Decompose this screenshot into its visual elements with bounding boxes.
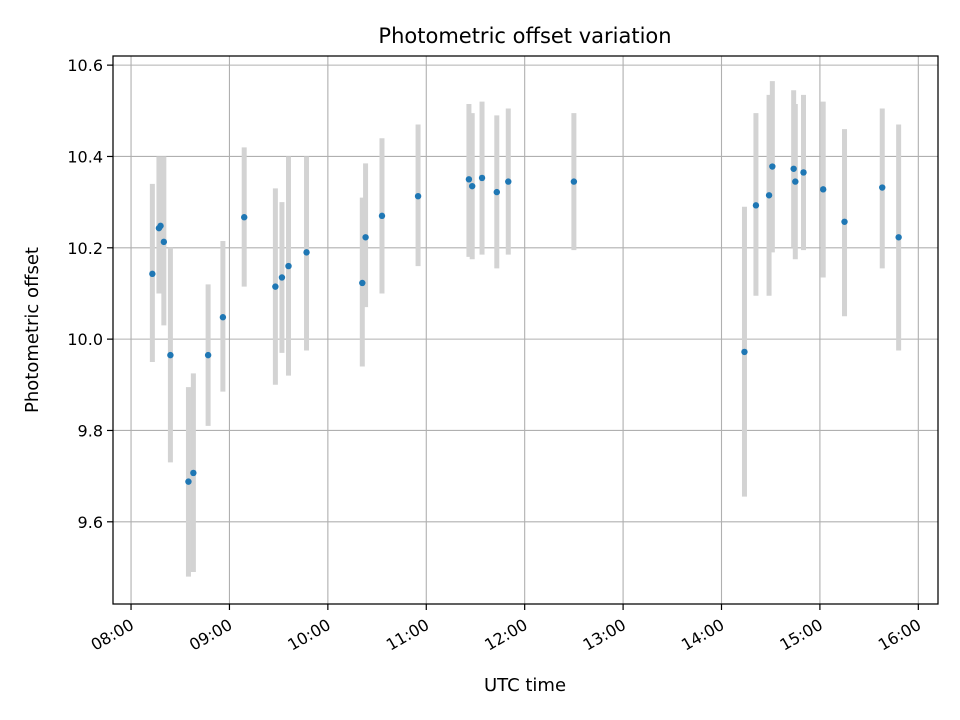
data-point (769, 163, 776, 170)
data-point (493, 188, 500, 196)
data-point (841, 218, 848, 225)
data-points (149, 163, 902, 485)
grid-lines (113, 56, 938, 604)
y-tick-label: 10.0 (67, 330, 103, 349)
data-point (478, 174, 486, 182)
x-axis-title: UTC time (484, 675, 566, 696)
data-point (378, 212, 386, 220)
data-point (741, 348, 748, 356)
y-axis-ticks: 9.6 9.8 10.0 10.2 10.4 10.6 (67, 56, 113, 532)
y-tick-label: 9.8 (78, 421, 103, 440)
data-point (160, 238, 168, 246)
data-point (895, 234, 902, 241)
data-point (362, 234, 369, 241)
data-point (570, 178, 578, 185)
data-point (285, 262, 292, 270)
data-point (204, 351, 212, 359)
data-point (468, 182, 476, 190)
data-point (800, 169, 807, 176)
data-point (219, 314, 227, 321)
data-point (190, 469, 197, 477)
data-point (303, 249, 310, 256)
chart-title: Photometric offset variation (378, 24, 671, 48)
data-point (792, 178, 799, 185)
y-axis-title: Photometric offset (22, 247, 43, 413)
y-tick-label: 9.6 (78, 513, 103, 532)
data-point (505, 178, 512, 185)
data-point (752, 202, 760, 209)
data-point (359, 279, 366, 287)
data-point (414, 192, 422, 200)
data-point (157, 222, 164, 230)
data-point (149, 270, 156, 278)
data-point (272, 283, 279, 290)
data-point (819, 186, 827, 193)
y-tick-label: 10.4 (67, 147, 103, 166)
data-point (765, 192, 773, 199)
data-point (278, 274, 286, 281)
data-point (465, 176, 473, 183)
data-point (241, 214, 248, 221)
data-point (167, 351, 174, 359)
data-point (790, 165, 797, 172)
data-point (879, 184, 886, 191)
y-tick-label: 10.6 (67, 56, 103, 75)
data-point (185, 478, 192, 485)
plot-area-frame (112, 55, 939, 605)
y-tick-label: 10.2 (67, 239, 103, 258)
